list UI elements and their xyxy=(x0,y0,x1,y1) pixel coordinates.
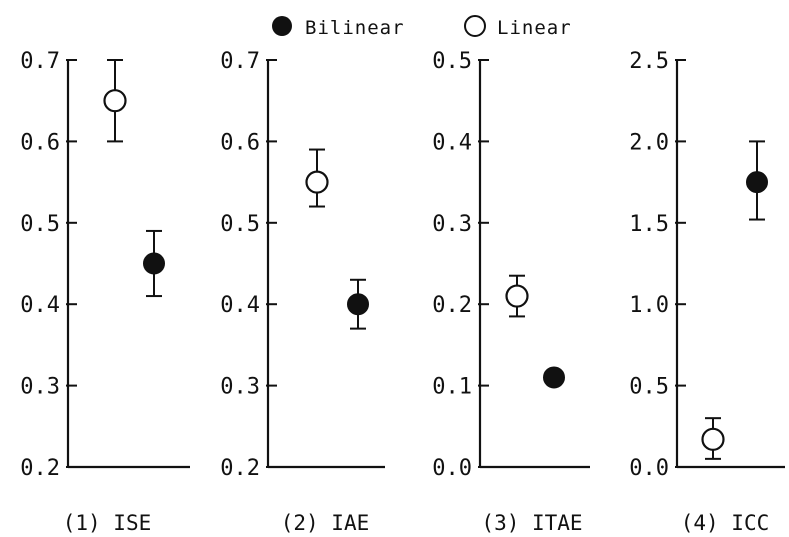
y-tick-label: 0.4 xyxy=(432,130,472,155)
y-tick-label: 2.0 xyxy=(629,130,669,155)
y-tick-label: 0.3 xyxy=(220,375,260,400)
y-tick-label: 0.5 xyxy=(20,212,60,237)
y-tick-label: 0.4 xyxy=(20,293,60,318)
y-tick-label: 0.2 xyxy=(432,293,472,318)
y-tick-label: 0.5 xyxy=(432,49,472,74)
y-tick-label: 0.5 xyxy=(629,375,669,400)
panel-title: (4) ICC xyxy=(681,511,770,535)
panel-title: (2) IAE xyxy=(281,511,370,535)
y-tick-label: 1.5 xyxy=(629,212,669,237)
chart-panel-1: 0.2 0.3 0.4 0.5 0.6 0.7 (1) ISE xyxy=(20,49,190,535)
y-tick-label: 0.4 xyxy=(220,293,260,318)
y-tick-label: 0.0 xyxy=(629,456,669,481)
linear-data-point xyxy=(505,284,529,308)
legend-bilinear-label: Bilinear xyxy=(305,17,405,39)
legend-linear-label: Linear xyxy=(497,17,572,39)
y-tick-label: 0.6 xyxy=(20,130,60,155)
y-tick-label: 2.5 xyxy=(629,49,669,74)
y-tick-label: 0.3 xyxy=(432,212,472,237)
legend-bilinear-marker xyxy=(272,16,292,36)
chart-panels: 0.2 0.3 0.4 0.5 0.6 0.7 (1) ISE 0.2 0.3 0.4 0.5 0.6… xyxy=(20,49,785,535)
bilinear-data-point xyxy=(746,171,768,194)
bilinear-data-point xyxy=(143,252,165,275)
y-tick-label: 1.0 xyxy=(629,293,669,318)
panel-title: (1) ISE xyxy=(63,511,152,535)
y-tick-label: 0.5 xyxy=(220,212,260,237)
panel-title: (3) ITAE xyxy=(481,511,582,535)
y-tick-label: 0.7 xyxy=(220,49,260,74)
y-tick-label: 0.3 xyxy=(20,375,60,400)
bilinear-data-point xyxy=(543,366,565,389)
linear-data-point xyxy=(701,427,725,451)
chart-panel-3: 0.0 0.1 0.2 0.3 0.4 0.5 (3) ITAE xyxy=(432,49,590,535)
y-tick-label: 0.0 xyxy=(432,456,472,481)
y-tick-label: 0.1 xyxy=(432,375,472,400)
y-tick-label: 0.2 xyxy=(220,456,260,481)
chart-panel-4: 0.0 0.5 1.0 1.5 2.0 2.5 (4) ICC xyxy=(629,49,785,535)
legend: Bilinear Linear xyxy=(272,15,572,39)
linear-data-point xyxy=(305,170,329,194)
y-tick-label: 0.7 xyxy=(20,49,60,74)
linear-data-point xyxy=(103,89,127,113)
legend-linear-marker xyxy=(464,15,486,37)
chart-panel-2: 0.2 0.3 0.4 0.5 0.6 0.7 (2) IAE xyxy=(220,49,385,535)
y-tick-label: 0.2 xyxy=(20,456,60,481)
bilinear-data-point xyxy=(347,293,369,316)
y-tick-label: 0.6 xyxy=(220,130,260,155)
